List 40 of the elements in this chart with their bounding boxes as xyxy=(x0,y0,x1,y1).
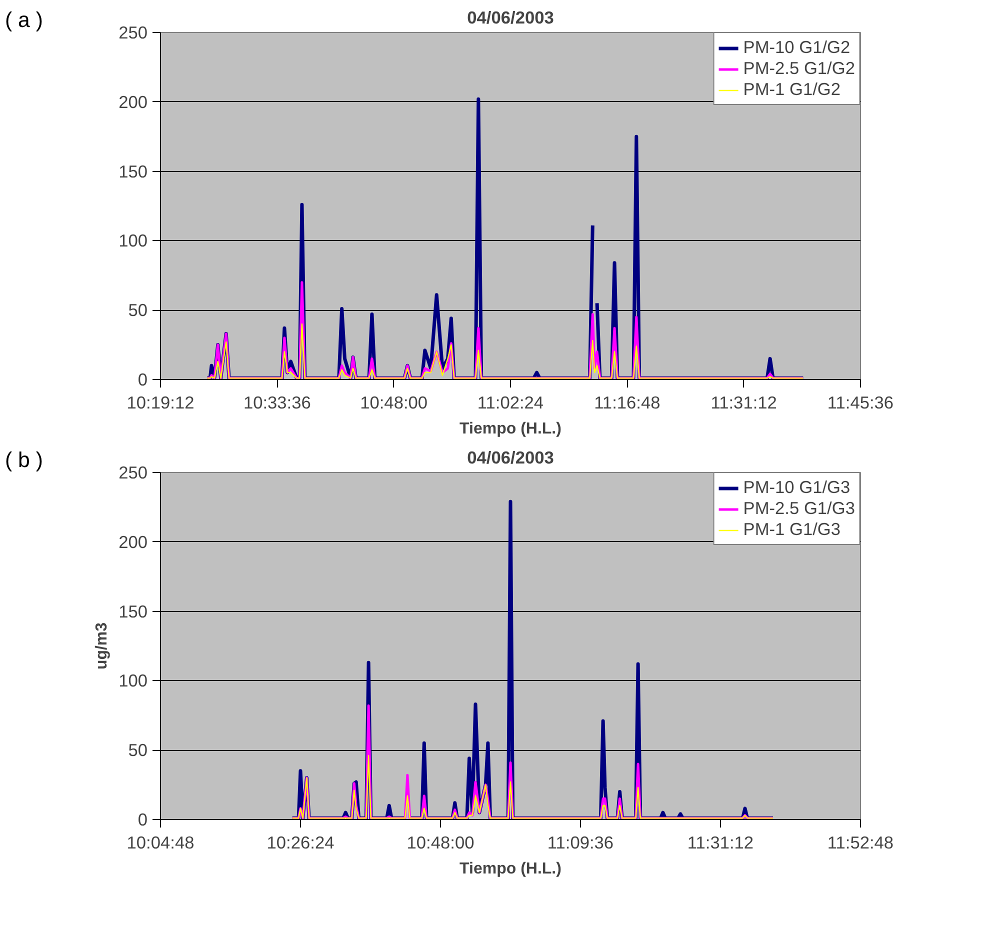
y-tick-label: 50 xyxy=(128,740,148,760)
y-tick-label: 0 xyxy=(138,370,148,390)
legend-label: PM-10 G1/G3 xyxy=(743,477,850,498)
text: ( b ) xyxy=(5,447,43,474)
x-tick-label: 11:02:24 xyxy=(477,392,544,412)
x-tick-label: 11:16:48 xyxy=(594,392,660,412)
legend-label: PM-2.5 G1/G2 xyxy=(743,58,855,79)
legend-label: PM-2.5 G1/G3 xyxy=(743,498,855,519)
y-tick-label: 0 xyxy=(138,810,148,830)
chart-title: 04/06/2003 xyxy=(467,448,554,468)
chart-title: 04/06/2003 xyxy=(467,8,554,28)
x-tick-label: 10:26:24 xyxy=(266,832,335,852)
x-tick-label: 10:04:48 xyxy=(126,832,194,852)
line-series xyxy=(292,755,774,819)
x-tick-label: 10:48:00 xyxy=(406,832,474,852)
x-tick-label: 11:52:48 xyxy=(827,832,894,852)
text: ( a ) xyxy=(5,7,43,34)
x-tick-label: 10:33:36 xyxy=(243,392,311,412)
x-tick-label: 10:48:00 xyxy=(360,392,428,412)
y-tick-label: 200 xyxy=(118,532,148,552)
y-tick-label: 250 xyxy=(118,462,148,482)
y-tick-label: 250 xyxy=(118,22,148,42)
x-tick-label: 10:19:12 xyxy=(126,392,194,412)
y-tick-label: 50 xyxy=(128,300,148,320)
x-tick-label: 11:09:36 xyxy=(547,832,614,852)
y-tick-label: 150 xyxy=(118,161,148,182)
x-axis-title: Tiempo (H.L.) xyxy=(460,420,562,438)
y-tick-label: 150 xyxy=(118,601,148,622)
legend-label: PM-1 G1/G2 xyxy=(743,79,841,100)
y-tick-label: 100 xyxy=(118,230,148,251)
y-tick-label: 100 xyxy=(118,670,148,691)
x-tick-label: 11:31:12 xyxy=(687,832,754,852)
x-tick-label: 11:31:12 xyxy=(710,392,777,412)
x-tick-label: 11:45:36 xyxy=(827,392,894,412)
legend-label: PM-1 G1/G3 xyxy=(743,519,841,540)
x-axis-title: Tiempo (H.L.) xyxy=(460,860,562,878)
y-axis-title: ug/m3 xyxy=(94,622,111,670)
legend-label: PM-10 G1/G2 xyxy=(743,37,850,58)
y-tick-label: 200 xyxy=(118,92,148,112)
line-series xyxy=(206,323,804,379)
